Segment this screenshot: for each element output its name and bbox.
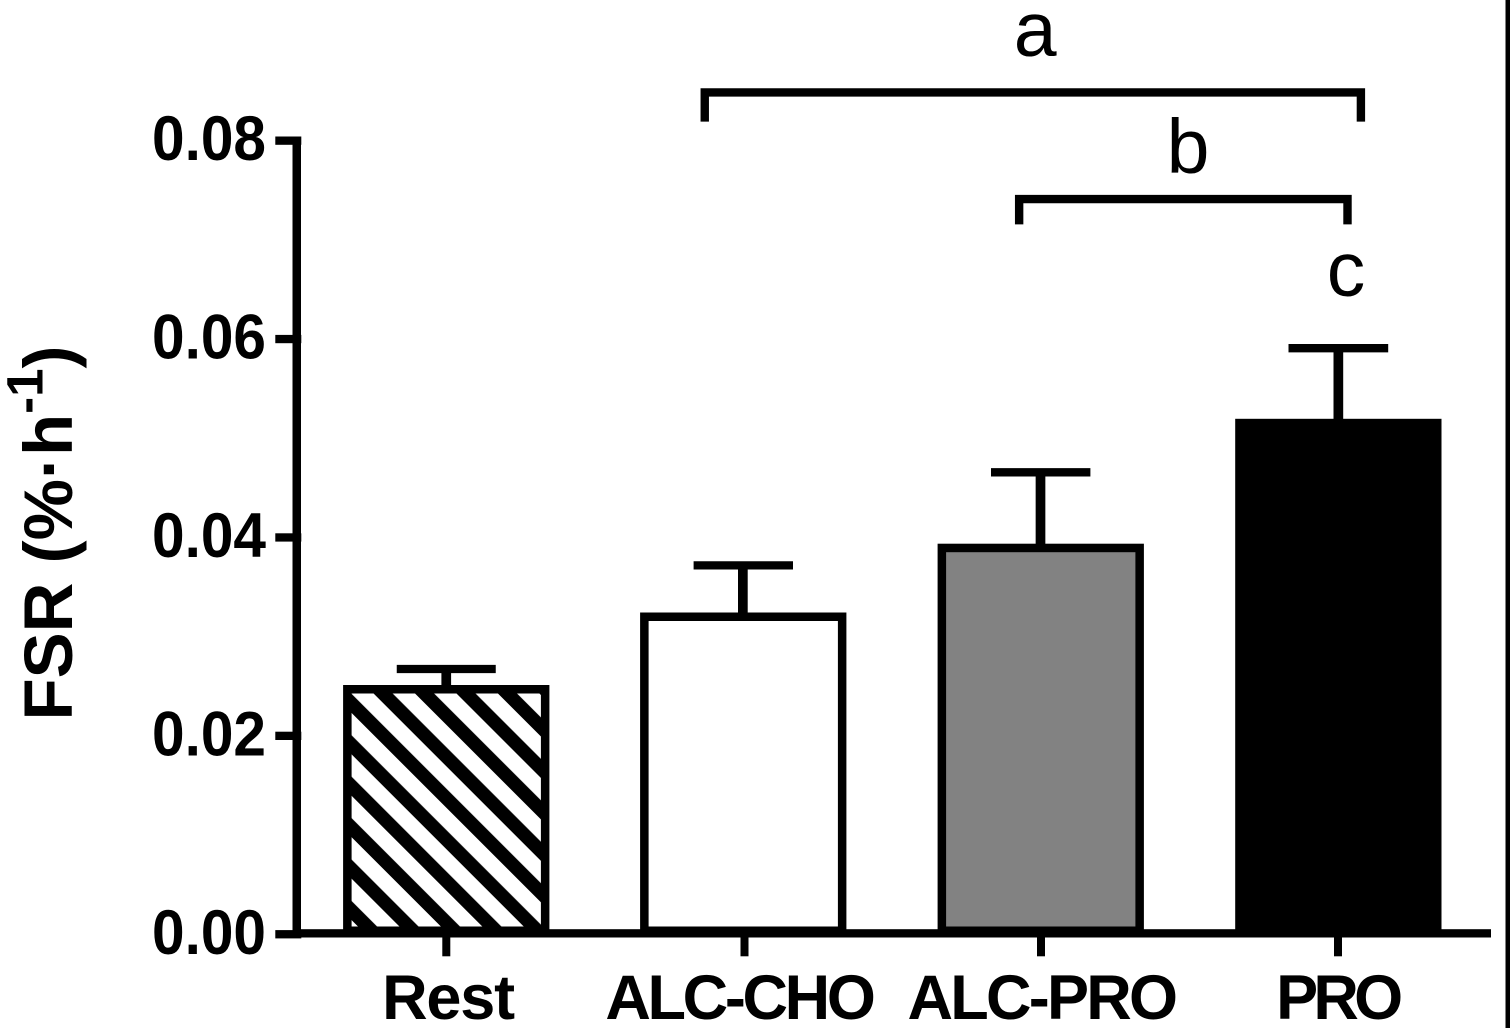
svg-text:0.06: 0.06 [152, 303, 266, 373]
svg-text:PRO: PRO [1276, 963, 1403, 1028]
svg-text:0.08: 0.08 [152, 104, 266, 174]
svg-text:c: c [1327, 227, 1366, 313]
svg-text:b: b [1167, 104, 1210, 190]
svg-text:a: a [1014, 0, 1057, 73]
svg-text:0.00: 0.00 [152, 898, 266, 968]
svg-text:0.04: 0.04 [152, 501, 266, 571]
svg-text:0.02: 0.02 [152, 699, 266, 769]
svg-text:Rest: Rest [382, 963, 515, 1028]
svg-text:ALC-CHO: ALC-CHO [605, 963, 876, 1028]
svg-text:ALC-PRO: ALC-PRO [908, 963, 1179, 1028]
